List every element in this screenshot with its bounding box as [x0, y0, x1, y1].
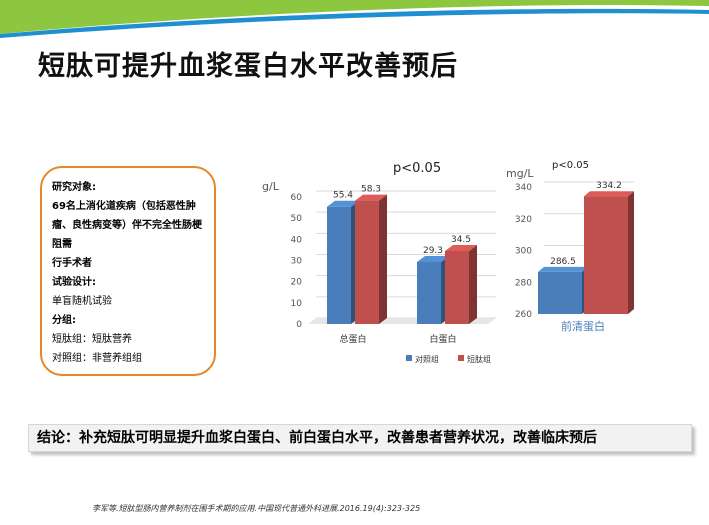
- citation: 李军等.短肽型肠内营养制剂在围手术期的应用.中国现代普通外科进展.2016.19…: [92, 504, 421, 513]
- y-tick-label: 10: [291, 299, 303, 309]
- study-info-line: 对照组：非营养组组: [52, 353, 142, 364]
- study-info-line: 行手术者: [52, 258, 92, 269]
- legend-swatch: [406, 355, 412, 361]
- y-tick-label: 60: [291, 193, 303, 203]
- study-info-line: 研究对象:: [52, 182, 96, 193]
- chart-title: p<0.05: [393, 161, 441, 176]
- bar: [538, 271, 582, 314]
- y-tick-label: 260: [515, 310, 532, 320]
- data-label: 286.5: [550, 257, 576, 267]
- legend-entry: 对照组: [415, 354, 439, 364]
- data-label: 58.3: [361, 185, 381, 195]
- y-tick-label: 280: [515, 278, 532, 288]
- bar-side: [628, 191, 634, 314]
- category-label: 白蛋白: [429, 333, 456, 345]
- bar-top: [445, 244, 477, 251]
- slide-title: 短肽可提升血浆蛋白水平改善预后: [38, 51, 458, 82]
- bar: [445, 250, 469, 324]
- study-info-line: 短肽组：短肽营养: [52, 334, 132, 345]
- bar-top: [538, 266, 588, 272]
- study-info-line: 69名上消化道疾病（包括恶性肿瘤、良性病变等）伴不完全性肠梗阻需: [52, 201, 202, 250]
- bar-top: [584, 191, 634, 197]
- y-tick-label: 0: [296, 320, 302, 330]
- bar: [355, 200, 379, 324]
- category-label: 前清蛋白: [561, 319, 605, 333]
- bar-side: [469, 244, 477, 324]
- bar-top: [327, 200, 359, 207]
- data-label: 29.3: [423, 246, 443, 256]
- chart-prealbumin: 260 280 300 320 340 mg/L p<0.05 286.5 334.2 前清蛋白: [506, 160, 634, 333]
- bar-top: [417, 255, 449, 262]
- legend-swatch: [458, 355, 464, 361]
- y-axis-label: mg/L: [506, 167, 534, 180]
- legend-entry: 短肽组: [467, 354, 491, 364]
- y-tick-label: 40: [291, 235, 303, 245]
- y-tick-label: 20: [291, 278, 303, 288]
- category-label: 总蛋白: [339, 333, 366, 345]
- bar-top: [355, 194, 387, 201]
- data-label: 334.2: [596, 181, 622, 191]
- top-decorative-swoosh: [0, 0, 709, 38]
- y-tick-label: 340: [515, 183, 532, 193]
- bar: [584, 196, 628, 314]
- data-label: 34.5: [451, 235, 471, 245]
- study-info-box: 研究对象: 69名上消化道疾病（包括恶性肿瘤、良性病变等）伴不完全性肠梗阻需行手术…: [40, 166, 216, 376]
- y-tick-label: 300: [515, 247, 532, 257]
- study-info-line: 分组:: [52, 315, 76, 326]
- data-label: 55.4: [333, 191, 353, 201]
- bar-side: [379, 194, 387, 324]
- y-axis-label: g/L: [262, 180, 280, 193]
- study-info-line: 单盲随机试验: [52, 296, 112, 307]
- study-info-line: 试验设计:: [52, 277, 96, 288]
- bar: [417, 261, 441, 324]
- y-tick-label: 50: [291, 214, 303, 224]
- y-tick-label: 320: [515, 215, 532, 225]
- bar: [327, 206, 351, 324]
- chart-total-protein-albumin: 0 10 20 30 40 50 60 g/L p<0.05 55.4 58.3 总蛋白 29.3 34.…: [262, 161, 496, 364]
- conclusion-banner: 结论：补充短肽可明显提升血浆白蛋白、前白蛋白水平，改善患者营养状况，改善临床预后: [28, 424, 692, 452]
- y-tick-label: 30: [291, 257, 303, 267]
- chart-title: p<0.05: [552, 160, 589, 171]
